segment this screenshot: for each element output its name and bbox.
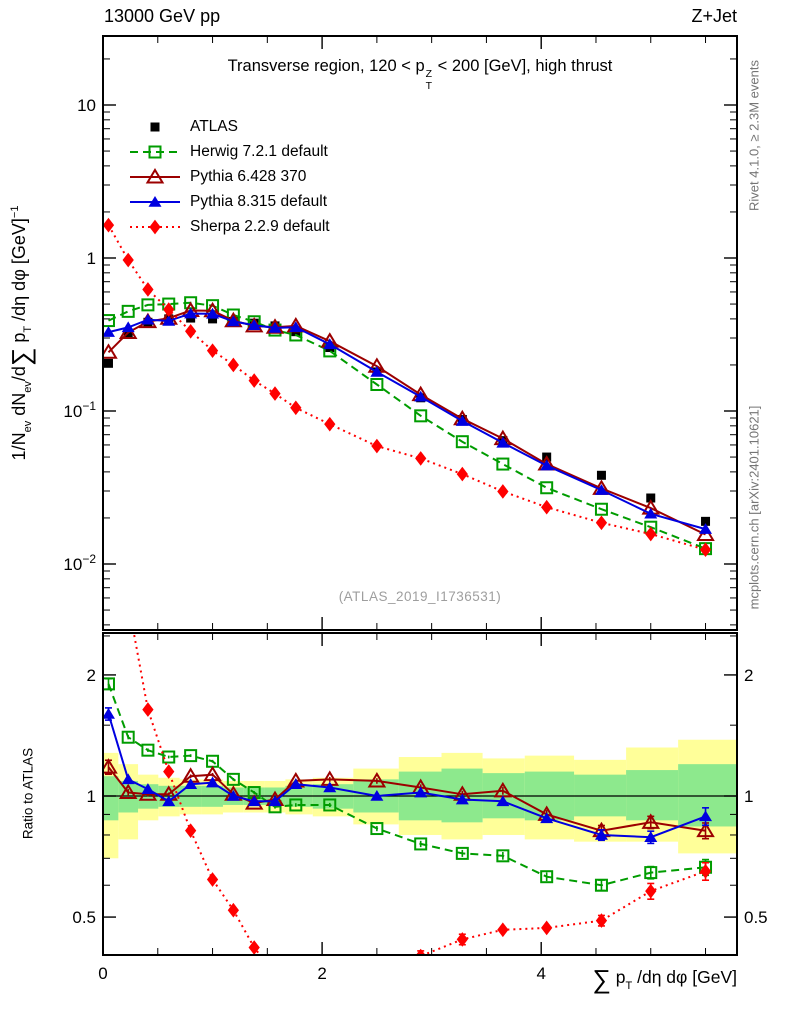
series-sherpa	[103, 217, 712, 955]
mcplots-reference-note: mcplots.cern.ch [arXiv:2401.10621]	[746, 405, 762, 610]
title-text-2: < 200 [GeV], high thrust	[433, 57, 613, 75]
beam-energy-label: 13000 GeV pp	[104, 6, 221, 26]
series-herwig	[103, 296, 713, 892]
analysis-id-watermark: (ATLAS_2019_I1736531)	[338, 589, 502, 604]
tick-label: 2	[744, 666, 753, 685]
x-axis-label: ∑ pT /dη dφ [GeV]	[592, 964, 737, 994]
main-panel-frame	[102, 35, 738, 631]
legend-label: Pythia 6.428 370	[190, 167, 307, 185]
tick-label: 1	[744, 787, 753, 806]
atlas-marker-icon	[128, 117, 182, 137]
sum-symbol: ∑	[6, 347, 36, 367]
series-pythia8	[103, 307, 713, 845]
legend-item-atlas: ATLAS	[128, 114, 330, 139]
legend-item-herwig: Herwig 7.2.1 default	[128, 139, 330, 164]
tick-label: 2	[87, 666, 96, 685]
tick-label: 0.5	[72, 908, 96, 927]
legend-label: Herwig 7.2.1 default	[190, 142, 328, 160]
tick-label: 1	[87, 249, 96, 268]
series-atlas	[103, 313, 711, 526]
pythia8-marker-icon	[128, 192, 182, 212]
title-text: Transverse region, 120 < p	[227, 57, 425, 75]
ratio-panel-frame	[102, 632, 738, 956]
y-axis-label: 1/Nev dNev/d∑ pT /dη dφ [GeV]−1	[6, 205, 36, 461]
herwig-marker-icon	[128, 142, 182, 162]
tick-label: 10−1	[63, 399, 96, 421]
legend: ATLAS Herwig 7.2.1 default Pythia 6.428 …	[128, 114, 330, 239]
tick-label: 0.5	[744, 908, 768, 927]
tick-label: 1	[87, 787, 96, 806]
process-label: Z+Jet	[691, 6, 737, 26]
legend-item-pythia8: Pythia 8.315 default	[128, 189, 330, 214]
tick-label: 4	[536, 964, 545, 983]
tick-label: 10−2	[63, 552, 96, 574]
legend-item-pythia6: Pythia 6.428 370	[128, 164, 330, 189]
ratio-axis-label: Ratio to ATLAS	[20, 747, 36, 840]
tick-label: 10	[77, 96, 96, 115]
legend-item-sherpa: Sherpa 2.2.9 default	[128, 214, 330, 239]
legend-label: Sherpa 2.2.9 default	[190, 217, 330, 235]
legend-label: Pythia 8.315 default	[190, 192, 328, 210]
pythia6-marker-icon	[128, 167, 182, 187]
sum-symbol: ∑	[592, 964, 611, 994]
tick-label: 2	[317, 964, 326, 983]
rivet-version-note: Rivet 4.1.0, ≥ 2.3M events	[746, 60, 762, 211]
legend-label: ATLAS	[190, 117, 238, 135]
tick-label: 0	[98, 964, 107, 983]
sherpa-marker-icon	[128, 217, 182, 237]
